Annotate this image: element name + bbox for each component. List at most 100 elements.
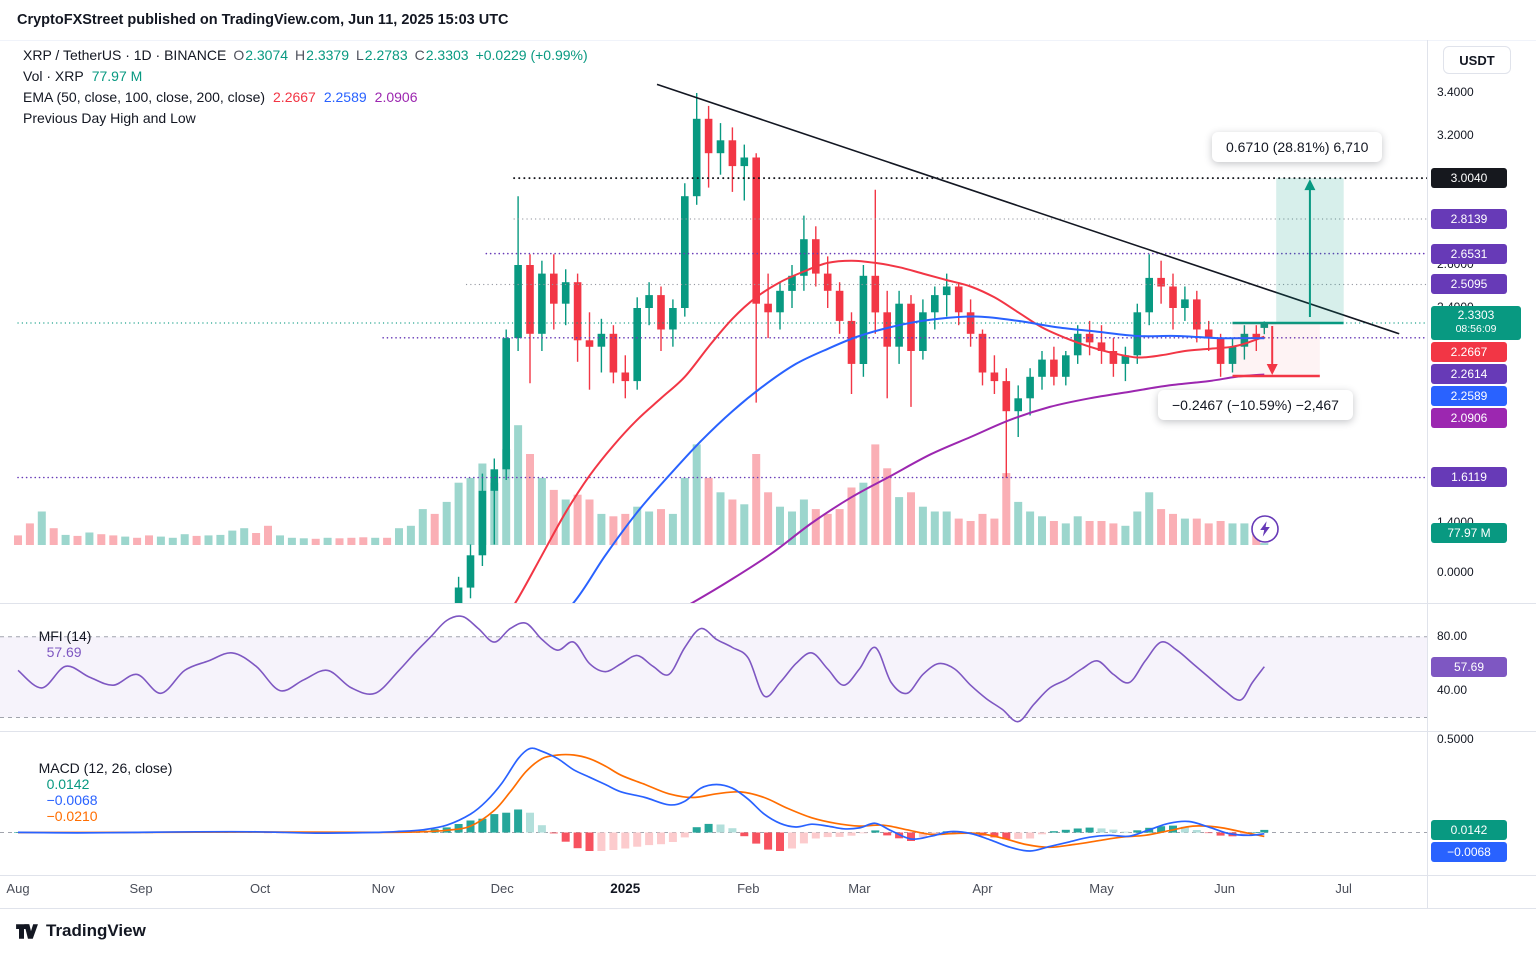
measure-up-arrow	[1304, 179, 1316, 191]
candle	[907, 303, 915, 351]
volume-bar	[1097, 521, 1106, 545]
macd-histogram-bar	[740, 832, 749, 837]
volume-bar	[133, 537, 142, 545]
currency-button[interactable]: USDT	[1443, 46, 1511, 74]
high-value: 2.3379	[306, 47, 349, 63]
macd-histogram-bar	[1204, 832, 1213, 834]
volume-bar	[657, 509, 665, 545]
macd-panel-layer	[0, 747, 1427, 852]
volume-bar	[561, 499, 570, 545]
volume-bar	[978, 513, 987, 545]
volume-bar	[454, 482, 463, 545]
tradingview-logo[interactable]: TradingView	[14, 919, 146, 944]
volume-bar	[764, 492, 773, 545]
candle	[1014, 398, 1022, 412]
candle	[1133, 312, 1142, 356]
volume-legend-row[interactable]: Vol · XRP 77.97 M	[23, 68, 588, 84]
volume-bar	[1169, 513, 1177, 545]
macd-histogram-bar	[657, 832, 665, 845]
macd-histogram-bar	[514, 809, 523, 833]
volume-bar	[14, 535, 22, 545]
candle	[573, 282, 582, 341]
high-label: H	[295, 47, 306, 63]
candle	[538, 273, 546, 334]
volume-bar	[1240, 523, 1249, 545]
volume-bar	[383, 537, 392, 545]
volume-bar	[966, 521, 975, 545]
candle	[561, 282, 570, 304]
ema-line	[514, 259, 1265, 603]
volume-bar	[37, 511, 46, 545]
macd-legend-row[interactable]: MACD (12, 26, close) 0.0142 −0.0068 −0.0…	[23, 744, 173, 840]
candle	[752, 157, 760, 304]
macd-histogram-bar	[835, 832, 844, 837]
lightning-button[interactable]	[1250, 514, 1280, 544]
volume-bar	[264, 525, 272, 545]
volume-bar	[323, 537, 332, 545]
volume-bar	[1133, 511, 1142, 545]
volume-bar	[776, 506, 784, 545]
candle	[823, 273, 832, 291]
macd-histogram-bar	[478, 818, 487, 833]
candle	[883, 312, 891, 347]
measure-up-label[interactable]: 0.6710 (28.81%) 6,710	[1212, 132, 1383, 162]
topbar-separator	[0, 40, 1536, 41]
macd-histogram-bar	[871, 830, 880, 833]
candle	[1050, 359, 1058, 377]
mfi-separator	[0, 603, 1536, 604]
open-label: O	[233, 47, 245, 63]
volume-bar	[895, 497, 904, 545]
macd-histogram-bar	[764, 832, 773, 850]
macd-histogram-bar	[716, 824, 725, 833]
volume-bar	[1026, 511, 1035, 545]
trendline	[656, 83, 1400, 335]
volume-bar	[823, 513, 832, 545]
volume-bar	[347, 537, 356, 545]
macd-histogram-bar	[490, 814, 499, 833]
volume-bar	[228, 530, 237, 545]
ema-legend-row[interactable]: EMA (50, close, 100, close, 200, close) …	[23, 89, 588, 105]
volume-bar	[549, 489, 558, 545]
macd-histogram-bar	[1240, 832, 1249, 835]
candle	[788, 275, 796, 291]
candle	[716, 140, 725, 154]
volume-bar	[752, 454, 761, 545]
candle	[490, 469, 499, 491]
volume-bar	[526, 454, 534, 545]
candle	[597, 333, 606, 347]
macd-histogram-bar	[1073, 828, 1082, 833]
macd-histogram-bar	[645, 832, 654, 846]
footer-separator	[0, 908, 1536, 909]
price-axis[interactable]: USDT	[1427, 40, 1536, 908]
measure-down-label[interactable]: −0.2467 (−10.59%) −2,467	[1158, 390, 1353, 420]
candle	[609, 333, 618, 373]
volume-bar	[180, 534, 189, 545]
macd-histogram-bar	[1097, 828, 1106, 833]
mfi-legend-row[interactable]: MFI (14) 57.69	[23, 612, 92, 676]
candle	[1228, 346, 1237, 364]
volume-bar	[1204, 523, 1213, 545]
macd-histogram-bar	[823, 832, 832, 838]
candle	[1181, 299, 1189, 308]
ema200-value: 2.0906	[374, 89, 418, 105]
volume-bar	[430, 513, 439, 545]
macd-histogram-bar	[502, 812, 511, 833]
change-value: +0.0229 (+0.99%)	[475, 47, 588, 63]
time-axis[interactable]	[0, 875, 1536, 908]
prevday-legend-row[interactable]: Previous Day High and Low	[23, 110, 588, 126]
macd-histogram-bar	[883, 832, 892, 836]
candle	[776, 290, 784, 313]
volume-bar	[406, 525, 415, 545]
volume-bar	[680, 477, 689, 545]
volume-bar	[1038, 516, 1046, 546]
volume-bar	[918, 506, 927, 545]
macd-histogram-bar	[597, 832, 606, 851]
volume-bar	[788, 511, 796, 545]
volume-bar	[942, 511, 951, 545]
volume-bar	[645, 511, 654, 545]
symbol-title: XRP / TetherUS · 1D · BINANCE	[23, 47, 227, 63]
volume-bar	[1073, 516, 1082, 546]
